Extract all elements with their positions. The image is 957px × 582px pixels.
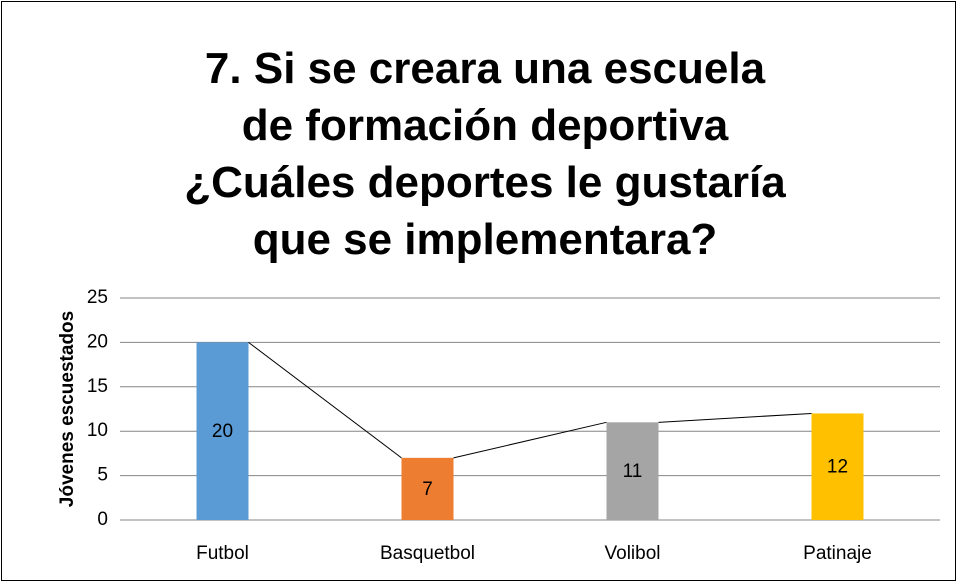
x-tick-label: Volibol — [605, 543, 661, 564]
data-label: 11 — [623, 461, 643, 482]
data-label: 7 — [422, 479, 433, 500]
bar — [401, 457, 454, 520]
series-line — [248, 342, 402, 459]
data-label: 20 — [212, 421, 233, 442]
series-line — [453, 421, 607, 459]
x-tick-label: Patinaje — [803, 543, 872, 564]
y-tick-label: 5 — [97, 465, 108, 486]
y-tick-label: 0 — [97, 509, 108, 530]
bar — [811, 413, 864, 520]
y-axis-label: Jóvenes escuestados — [57, 311, 78, 507]
chart-title: 7. Si se creara una escuela de formación… — [184, 44, 786, 264]
y-tick-label: 25 — [87, 287, 108, 308]
bar — [606, 422, 659, 520]
y-tick-label: 15 — [87, 376, 108, 397]
bar — [196, 342, 249, 520]
x-tick-label: Basquetbol — [380, 543, 475, 564]
series-line — [658, 412, 812, 423]
x-tick-label: Futbol — [196, 543, 249, 564]
y-tick-label: 20 — [87, 331, 108, 352]
data-label: 12 — [827, 457, 848, 478]
y-tick-label: 10 — [87, 420, 108, 441]
